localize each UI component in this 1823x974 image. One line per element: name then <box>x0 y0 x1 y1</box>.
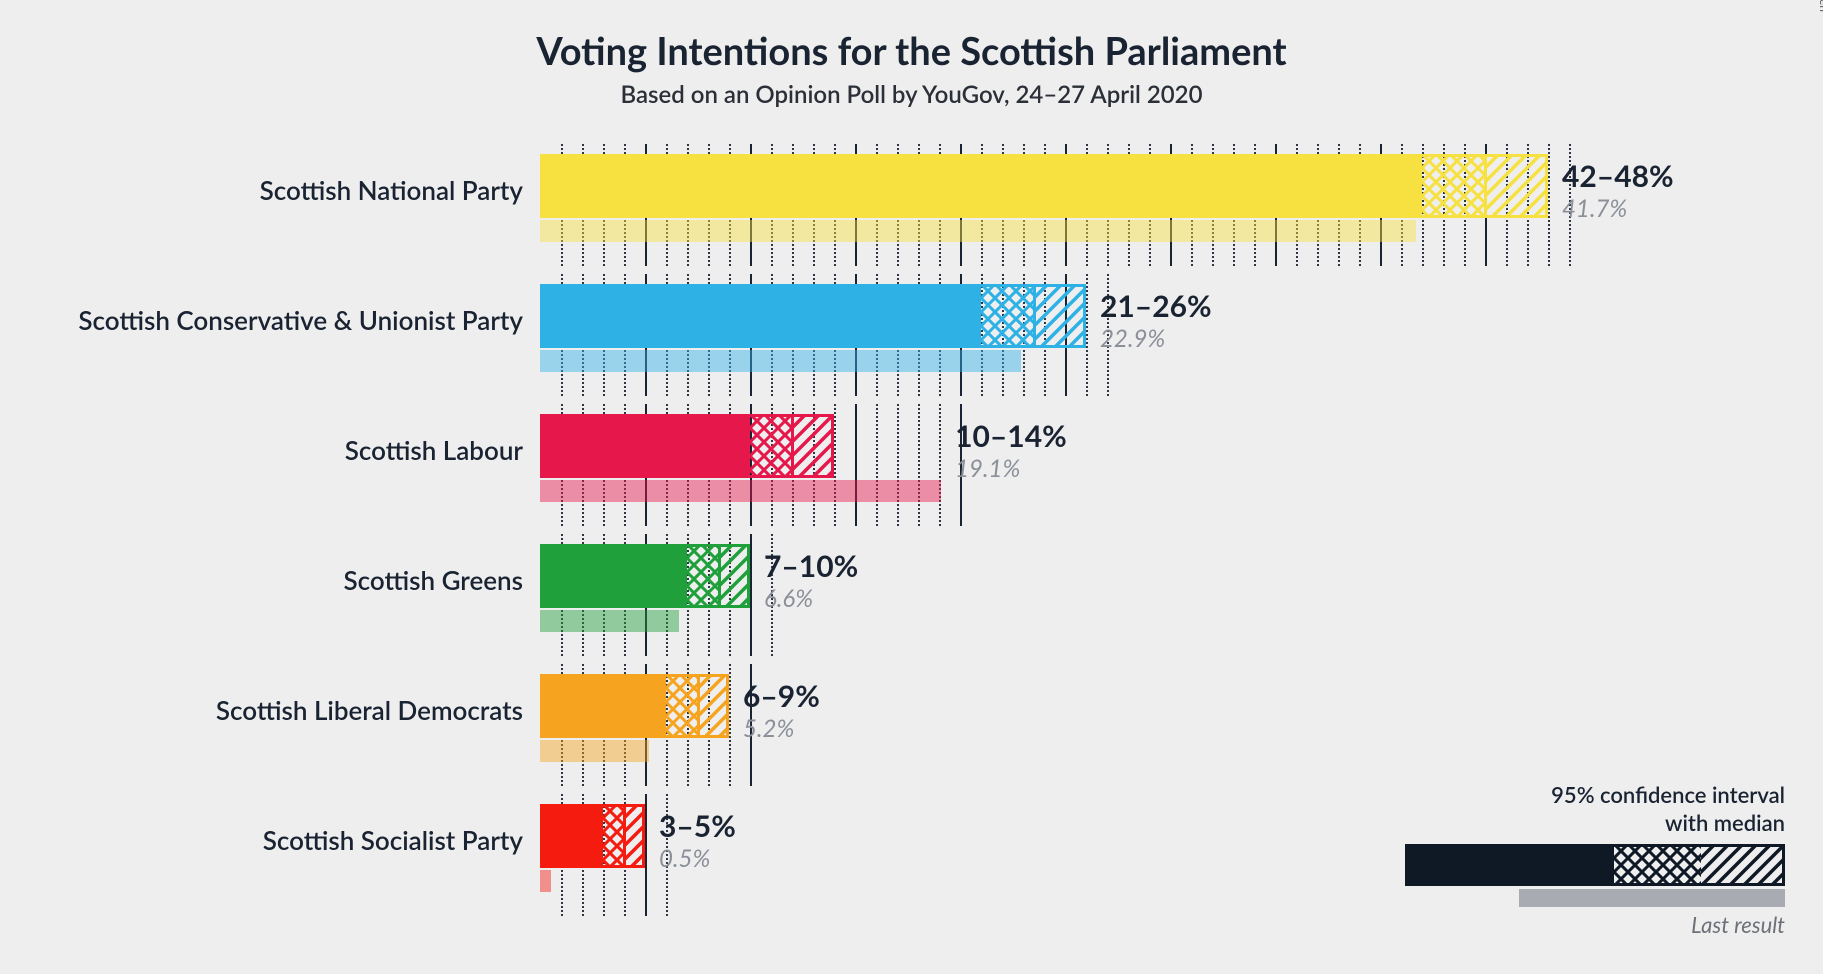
party-row: Scottish National Party 42–48%41.7% <box>0 140 1823 270</box>
ci-bar <box>540 674 729 738</box>
last-label: 19.1% <box>955 454 1020 483</box>
ci-bar-outline <box>540 674 729 738</box>
bar-area <box>540 660 1740 790</box>
range-label: 3–5% <box>659 808 736 844</box>
chart-title: Voting Intentions for the Scottish Parli… <box>0 0 1823 74</box>
party-label: Scottish National Party <box>260 174 523 206</box>
range-label: 10–14% <box>955 418 1067 454</box>
party-label: Scottish Socialist Party <box>263 824 523 856</box>
party-row: Scottish Conservative & Unionist Party 21… <box>0 270 1823 400</box>
party-row: Scottish Labour 10–14%19.1% <box>0 400 1823 530</box>
ci-bar <box>540 414 834 478</box>
last-label: 5.2% <box>743 714 794 743</box>
legend: 95% confidence interval with median Last… <box>1405 781 1785 938</box>
ci-bar <box>540 284 1086 348</box>
legend-line1: 95% confidence interval <box>1551 781 1785 808</box>
range-label: 21–26% <box>1100 288 1212 324</box>
last-result-bar <box>540 610 679 632</box>
bar-area <box>540 400 1740 530</box>
ci-bar-outline <box>540 414 834 478</box>
copyright-text: © 2021 Filip van Laenen <box>1817 0 1823 12</box>
range-label: 7–10% <box>764 548 858 584</box>
range-label: 6–9% <box>743 678 820 714</box>
last-label: 41.7% <box>1562 194 1627 223</box>
ci-bar <box>540 804 645 868</box>
legend-ci-bar <box>1405 844 1785 886</box>
last-result-bar <box>540 870 551 892</box>
party-row: Scottish Liberal Democrats 6–9%5.2% <box>0 660 1823 790</box>
ci-bar-outline <box>540 804 645 868</box>
legend-last-bar <box>1519 889 1785 907</box>
last-result-bar <box>540 350 1021 372</box>
last-result-bar <box>540 740 649 762</box>
bar-area <box>540 530 1740 660</box>
ci-bar <box>540 544 750 608</box>
ci-bar-outline <box>540 154 1548 218</box>
last-label: 6.6% <box>764 584 813 613</box>
last-result-bar <box>540 480 941 502</box>
ci-bar <box>540 154 1548 218</box>
chart-page: © 2021 Filip van Laenen Voting Intention… <box>0 0 1823 974</box>
range-label: 42–48% <box>1562 158 1674 194</box>
last-result-bar <box>540 220 1416 242</box>
legend-line2: with median <box>1665 809 1785 836</box>
last-label: 22.9% <box>1100 324 1165 353</box>
legend-last-label: Last result <box>1405 911 1785 938</box>
chart-subtitle: Based on an Opinion Poll by YouGov, 24–2… <box>0 74 1823 109</box>
party-label: Scottish Liberal Democrats <box>216 694 523 726</box>
party-label: Scottish Greens <box>344 564 523 596</box>
ci-bar-outline <box>540 544 750 608</box>
party-label: Scottish Conservative & Unionist Party <box>78 304 523 336</box>
ci-bar-outline <box>540 284 1086 348</box>
legend-title: 95% confidence interval with median <box>1405 781 1785 836</box>
bar-area <box>540 140 1740 270</box>
last-label: 0.5% <box>659 844 710 873</box>
party-row: Scottish Greens 7–10%6.6% <box>0 530 1823 660</box>
party-label: Scottish Labour <box>345 434 523 466</box>
